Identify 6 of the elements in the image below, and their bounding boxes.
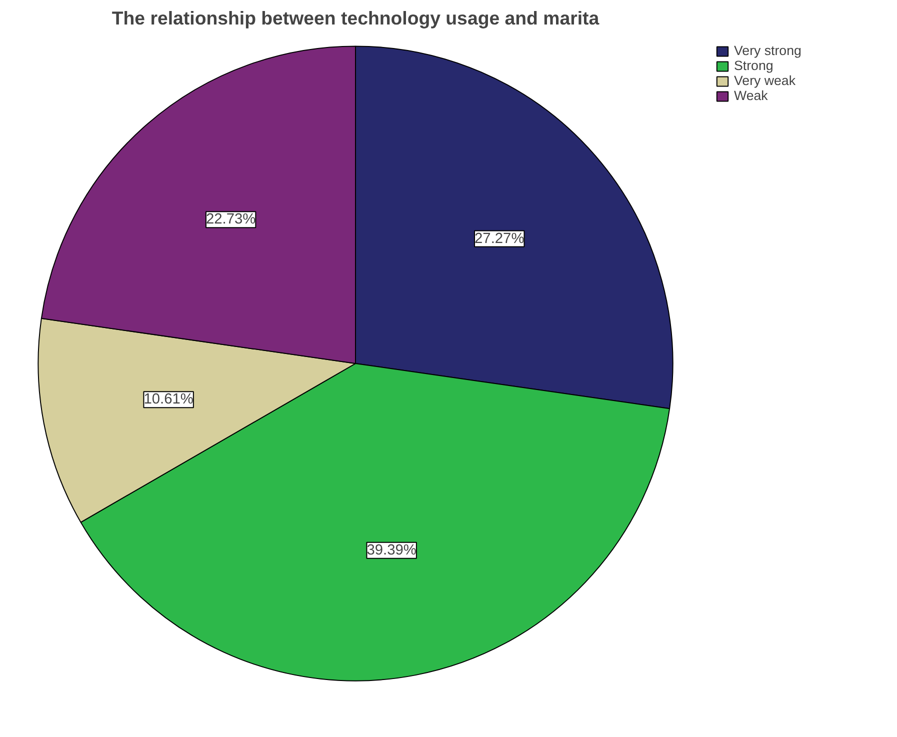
legend-label: Strong: [734, 58, 774, 73]
chart-title: The relationship between technology usage and marita: [112, 8, 600, 28]
legend-label: Very weak: [734, 73, 796, 88]
legend-label: Very strong: [734, 43, 802, 58]
data-label: 10.61%: [144, 392, 194, 408]
legend-label: Weak: [734, 88, 768, 103]
